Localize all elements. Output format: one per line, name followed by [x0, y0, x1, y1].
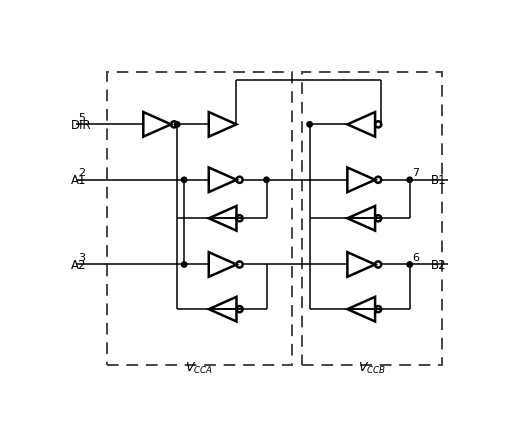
Text: DIR: DIR — [71, 118, 91, 132]
Text: A1: A1 — [71, 174, 86, 187]
Circle shape — [174, 122, 180, 128]
Text: 3: 3 — [78, 253, 85, 263]
Text: 5: 5 — [78, 113, 85, 123]
Text: $V_{CCB}$: $V_{CCB}$ — [358, 361, 386, 375]
Text: 6: 6 — [412, 253, 419, 263]
Text: $V_{CCA}$: $V_{CCA}$ — [185, 361, 213, 375]
Text: 2: 2 — [78, 168, 85, 178]
Text: B1: B1 — [431, 174, 447, 187]
Circle shape — [407, 262, 412, 268]
Circle shape — [181, 262, 187, 268]
Circle shape — [181, 178, 187, 183]
Circle shape — [264, 178, 269, 183]
Text: 7: 7 — [412, 168, 419, 178]
Text: B2: B2 — [431, 258, 447, 271]
Circle shape — [407, 178, 412, 183]
Circle shape — [307, 122, 312, 128]
Text: A2: A2 — [71, 258, 86, 271]
